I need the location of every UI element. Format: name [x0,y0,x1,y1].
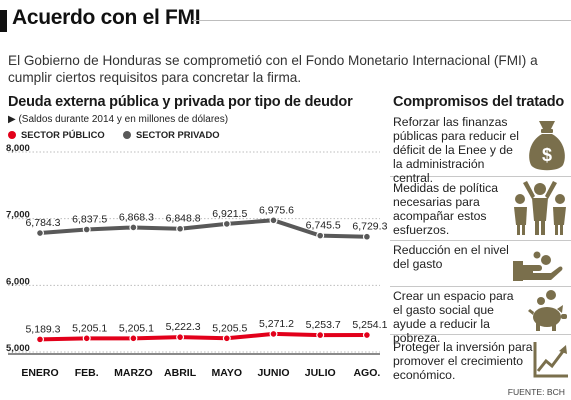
x-tick-label: ABRIL [164,367,197,379]
chart-title: Deuda externa pública y privada por tipo… [8,94,353,110]
header-accent-bar [0,10,7,32]
growth-chart-icon [533,342,568,378]
data-label-public: 5,205.5 [212,322,247,334]
data-label-public: 5,271.2 [259,318,294,330]
data-point-private [316,231,325,240]
data-label-private: 6,729.3 [352,221,387,233]
legend-item-public: SECTOR PÚBLICO [8,129,105,140]
data-label-public: 5,222.3 [166,321,201,333]
y-tick-label: 8,000 [6,143,30,154]
data-label-public: 5,253.7 [306,319,341,331]
header: Acuerdo con el FMI [0,0,571,44]
debt-line-chart: 5,000 6,000 7,000 8,000 ENERO FEB. MARZO ABRIL M… [6,143,388,379]
data-label-public: 5,189.3 [25,323,60,335]
data-point-public [82,334,91,343]
data-point-private [176,224,185,233]
source-note: FUENTE: BCH [507,387,565,397]
commitment-text: Reforzar las finanzas públicas para redu… [393,115,520,185]
piggy-bank-icon [528,290,567,331]
svg-text:$: $ [542,145,552,165]
commitment-text: Crear un espacio para el gasto social qu… [393,289,514,345]
data-label-private: 6,921.5 [212,208,247,220]
page-title: Acuerdo con el FMI [12,6,201,29]
commitment-item-policy: Medidas de política necesarias para acom… [390,177,571,241]
data-label-public: 5,254.1 [352,319,387,331]
money-bag-icon: $ [529,121,565,171]
legend-swatch-public [8,131,16,139]
legend-swatch-private [123,131,131,139]
commitment-text: Proteger la inversión para promover el c… [393,340,533,382]
x-tick-label: JUNIO [257,367,289,379]
y-tick-label: 6,000 [6,276,30,287]
data-label-private: 6,975.6 [259,204,294,216]
data-label-private: 6,848.8 [166,213,201,225]
data-point-public [129,334,138,343]
data-point-public [35,335,44,344]
panel-title: Compromisos del tratado [393,94,565,110]
data-label-public: 5,205.1 [119,322,154,334]
coin-hand-icon [513,251,563,281]
data-point-public [222,334,231,343]
x-tick-label: MARZO [114,367,153,379]
data-label-public: 5,205.1 [72,322,107,334]
data-point-private [129,223,138,232]
y-tick-label: 5,000 [6,343,30,354]
data-label-private: 6,868.3 [119,211,154,223]
people-icon [514,181,566,235]
commitment-item-investment: Proteger la inversión para promover el c… [390,335,571,383]
x-tick-label: FEB. [75,367,99,379]
x-tick-label: JULIO [305,367,336,379]
series-line-public [39,331,367,342]
commitment-text: Reducción en el nivel del gasto [393,243,509,271]
commitment-item-spending: Reducción en el nivel del gasto [390,241,571,287]
data-point-private [82,225,91,234]
legend-label-public: SECTOR PÚBLICO [21,129,105,140]
x-tick-label: AGO. [353,367,380,379]
data-point-public [176,333,185,342]
commitment-item-social: Crear un espacio para el gasto social qu… [390,287,571,345]
data-point-public [269,329,278,338]
chart-note: ▶ (Saldos durante 2014 y en millones de … [8,114,229,125]
data-point-private [362,232,371,241]
data-label-private: 6,837.5 [72,214,107,226]
data-point-public [316,331,325,340]
header-rule [192,20,571,21]
intro-paragraph: El Gobierno de Honduras se comprometió c… [8,53,538,85]
data-point-private [269,216,278,225]
x-tick-label: ENERO [21,367,58,379]
data-point-private [35,229,44,238]
legend-item-private: SECTOR PRIVADO [123,129,220,140]
legend-label-private: SECTOR PRIVADO [136,129,220,140]
x-tick-label: MAYO [212,367,243,379]
commitment-text: Medidas de política necesarias para acom… [393,181,499,237]
data-point-private [222,219,231,228]
series-line-private [39,218,367,239]
commitment-item-finances: Reforzar las finanzas públicas para redu… [390,113,571,185]
data-label-private: 6,745.5 [306,220,341,232]
data-label-private: 6,784.3 [25,217,60,229]
y-tick-label: 7,000 [6,210,30,221]
data-point-public [362,331,371,340]
